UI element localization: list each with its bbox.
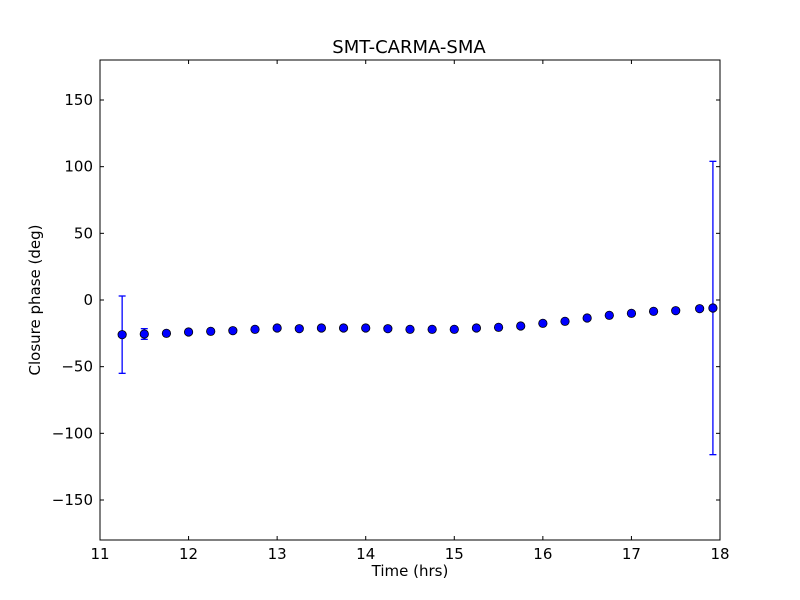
x-tick-label: 17	[622, 545, 641, 563]
data-point	[272, 323, 282, 333]
data-point	[139, 329, 149, 339]
axis-ticks: 11 12 13 14 15 16 17 18 −150 −100 −50 0 50 100 150	[52, 60, 730, 563]
x-tick-label: 18	[710, 545, 729, 563]
plot-marks	[117, 160, 718, 456]
data-point	[626, 308, 637, 318]
x-tick-label: 11	[90, 545, 109, 563]
x-tick-label: 16	[533, 545, 552, 563]
y-tick-label: 50	[74, 224, 93, 242]
data-point	[206, 326, 216, 336]
data-point	[294, 324, 304, 334]
data-point	[604, 310, 614, 320]
data-point	[361, 323, 371, 333]
data-point	[427, 324, 437, 334]
y-axis-label: Closure phase (deg)	[26, 225, 44, 376]
y-tick-label: 100	[64, 158, 93, 176]
data-point	[560, 316, 570, 326]
data-point	[383, 324, 393, 334]
x-tick-label: 14	[356, 545, 375, 563]
plot-frame	[99, 59, 721, 541]
y-tick-label: −50	[61, 358, 93, 376]
data-point	[183, 327, 194, 337]
data-point	[471, 323, 482, 333]
data-point	[516, 321, 526, 331]
data-point	[582, 313, 592, 323]
data-point	[228, 326, 238, 336]
data-point	[316, 323, 327, 333]
data-point	[161, 328, 172, 338]
y-tick-label: −150	[52, 491, 93, 509]
x-tick-label: 13	[268, 545, 287, 563]
data-point	[250, 324, 260, 334]
data-point	[695, 304, 705, 314]
data-point	[538, 318, 548, 328]
data-point	[117, 330, 127, 340]
data-point	[338, 323, 349, 333]
data-point	[449, 324, 459, 334]
y-tick-label: 0	[83, 291, 93, 309]
data-point	[493, 322, 504, 332]
x-tick-label: 15	[445, 545, 464, 563]
data-point	[405, 324, 415, 334]
y-tick-label: 150	[64, 91, 93, 109]
data-point	[648, 306, 659, 316]
x-axis-label: Time (hrs)	[371, 562, 449, 580]
chart-title: SMT-CARMA-SMA	[332, 37, 486, 58]
data-point	[671, 306, 681, 316]
data-point	[708, 303, 718, 313]
y-tick-label: −100	[52, 424, 93, 442]
x-tick-label: 12	[179, 545, 198, 563]
